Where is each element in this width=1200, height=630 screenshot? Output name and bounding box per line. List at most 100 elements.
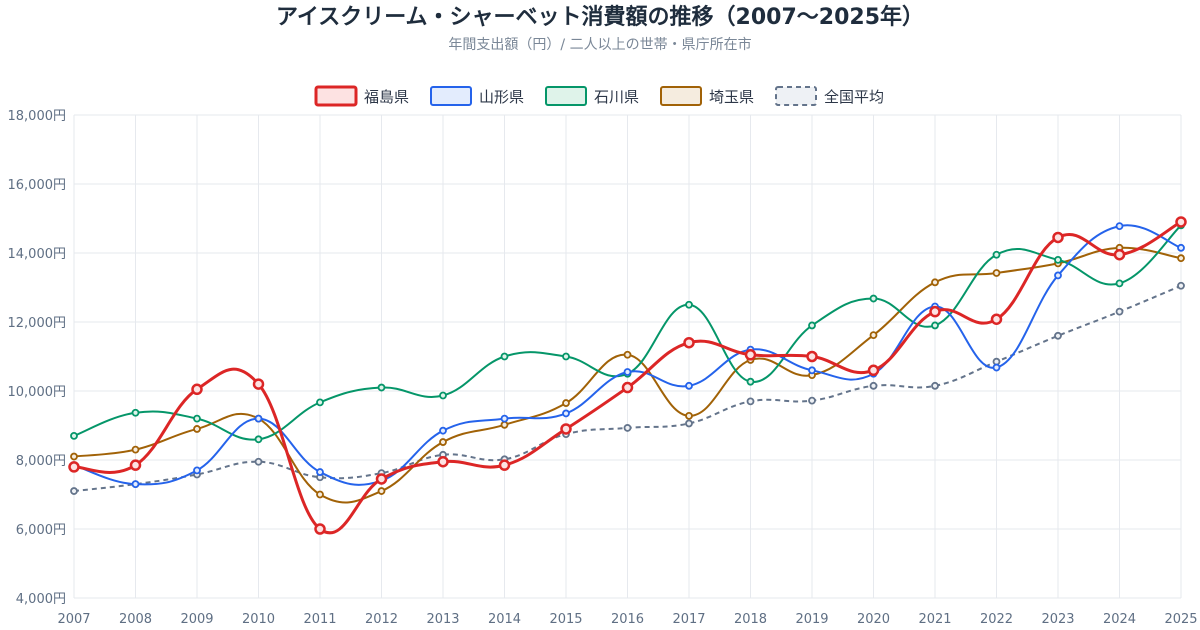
data-point bbox=[562, 409, 570, 418]
chart-title: アイスクリーム・シャーベット消費額の推移（2007〜2025年） bbox=[276, 4, 924, 30]
data-point bbox=[867, 364, 880, 377]
data-point bbox=[685, 411, 693, 420]
data-point bbox=[562, 399, 570, 407]
data-point bbox=[806, 350, 818, 363]
data-point bbox=[992, 250, 1001, 259]
data-point bbox=[869, 294, 878, 303]
data-point bbox=[254, 457, 263, 466]
x-tick-label: 2020 bbox=[857, 612, 890, 627]
data-point bbox=[70, 452, 78, 461]
data-point bbox=[990, 313, 1003, 325]
data-point bbox=[931, 321, 939, 330]
legend-label: 福島県 bbox=[364, 88, 409, 106]
data-point bbox=[1054, 255, 1062, 264]
data-point bbox=[746, 397, 755, 406]
x-tick-label: 2018 bbox=[734, 612, 767, 627]
x-tick-label: 2012 bbox=[365, 612, 398, 627]
data-point bbox=[869, 381, 878, 390]
legend-swatch bbox=[314, 85, 358, 107]
x-tick-label: 2019 bbox=[795, 612, 828, 627]
y-tick-label: 8,000円 bbox=[16, 454, 66, 469]
data-point bbox=[623, 424, 632, 432]
x-tick-label: 2010 bbox=[242, 612, 275, 627]
data-point bbox=[314, 523, 326, 535]
data-point bbox=[1113, 248, 1126, 261]
data-point bbox=[500, 420, 509, 429]
data-point bbox=[1054, 331, 1062, 340]
data-point bbox=[869, 331, 878, 340]
data-point bbox=[500, 414, 509, 423]
data-point bbox=[685, 381, 693, 390]
data-point bbox=[621, 381, 634, 394]
y-tick-label: 16,000円 bbox=[8, 178, 67, 193]
data-point bbox=[746, 377, 755, 386]
data-point bbox=[131, 445, 140, 454]
data-point bbox=[193, 466, 201, 475]
legend-label: 山形県 bbox=[479, 88, 524, 106]
x-tick-label: 2007 bbox=[57, 612, 90, 627]
data-point bbox=[254, 435, 263, 444]
data-point bbox=[1177, 243, 1185, 252]
data-point bbox=[562, 352, 570, 361]
y-tick-label: 6,000円 bbox=[16, 523, 66, 538]
data-point bbox=[316, 490, 324, 499]
y-tick-label: 10,000円 bbox=[8, 385, 67, 400]
y-tick-label: 14,000円 bbox=[8, 247, 67, 262]
x-tick-label: 2015 bbox=[549, 612, 582, 627]
x-tick-label: 2023 bbox=[1041, 612, 1074, 627]
data-point bbox=[560, 423, 572, 435]
data-point bbox=[375, 473, 388, 485]
data-point bbox=[498, 459, 511, 471]
legend-label: 全国平均 bbox=[824, 88, 884, 106]
series-2 bbox=[70, 222, 1185, 489]
data-point bbox=[1115, 279, 1124, 288]
chart-subtitle: 年間支出額（円）/ 二人以上の世帯・県庁所在市 bbox=[448, 36, 751, 53]
y-tick-label: 4,000円 bbox=[16, 592, 66, 607]
x-tick-label: 2024 bbox=[1103, 612, 1136, 627]
series-1 bbox=[68, 216, 1187, 535]
x-tick-label: 2013 bbox=[426, 612, 459, 627]
data-point bbox=[623, 350, 632, 359]
data-point bbox=[131, 408, 140, 417]
data-point bbox=[439, 426, 447, 435]
data-point bbox=[1175, 216, 1187, 228]
axes: 4,000円 6,000円 8,000円 10,000円 12,000円 14,000円 1… bbox=[8, 109, 1198, 627]
x-tick-label: 2008 bbox=[119, 612, 152, 627]
x-tick-label: 2022 bbox=[980, 612, 1013, 627]
x-tick-label: 2021 bbox=[918, 612, 951, 627]
data-point bbox=[70, 487, 78, 495]
x-tick-label: 2017 bbox=[672, 612, 705, 627]
x-tick-label: 2014 bbox=[488, 612, 521, 627]
data-point bbox=[252, 378, 265, 390]
legend-swatch bbox=[430, 86, 472, 106]
data-point bbox=[191, 383, 203, 396]
data-point bbox=[1115, 307, 1124, 316]
data-point bbox=[129, 459, 142, 471]
data-point bbox=[931, 381, 939, 390]
data-point bbox=[931, 278, 939, 287]
legend-swatch bbox=[660, 86, 702, 106]
legend-item: 福島県 bbox=[314, 85, 409, 107]
data-point bbox=[68, 461, 80, 473]
data-point bbox=[316, 468, 324, 476]
data-point bbox=[744, 349, 757, 361]
data-point bbox=[1052, 231, 1064, 244]
legend-item: 山形県 bbox=[430, 86, 524, 106]
x-tick-label: 2011 bbox=[303, 612, 336, 627]
data-point bbox=[1177, 254, 1185, 263]
y-tick-label: 12,000円 bbox=[8, 316, 67, 331]
data-point bbox=[685, 419, 693, 428]
data-point bbox=[377, 487, 386, 495]
data-point bbox=[1054, 271, 1062, 280]
x-tick-label: 2009 bbox=[180, 612, 213, 627]
legend-item: 埼玉県 bbox=[660, 86, 754, 106]
data-point bbox=[685, 300, 693, 309]
data-point bbox=[992, 363, 1001, 372]
data-point bbox=[683, 336, 695, 349]
legend: 福島県 山形県 石川県 埼玉県 全国平均 bbox=[314, 85, 884, 107]
legend-label: 埼玉県 bbox=[709, 88, 754, 106]
data-point bbox=[808, 366, 816, 375]
data-point bbox=[808, 396, 816, 405]
x-tick-label: 2016 bbox=[611, 612, 644, 627]
